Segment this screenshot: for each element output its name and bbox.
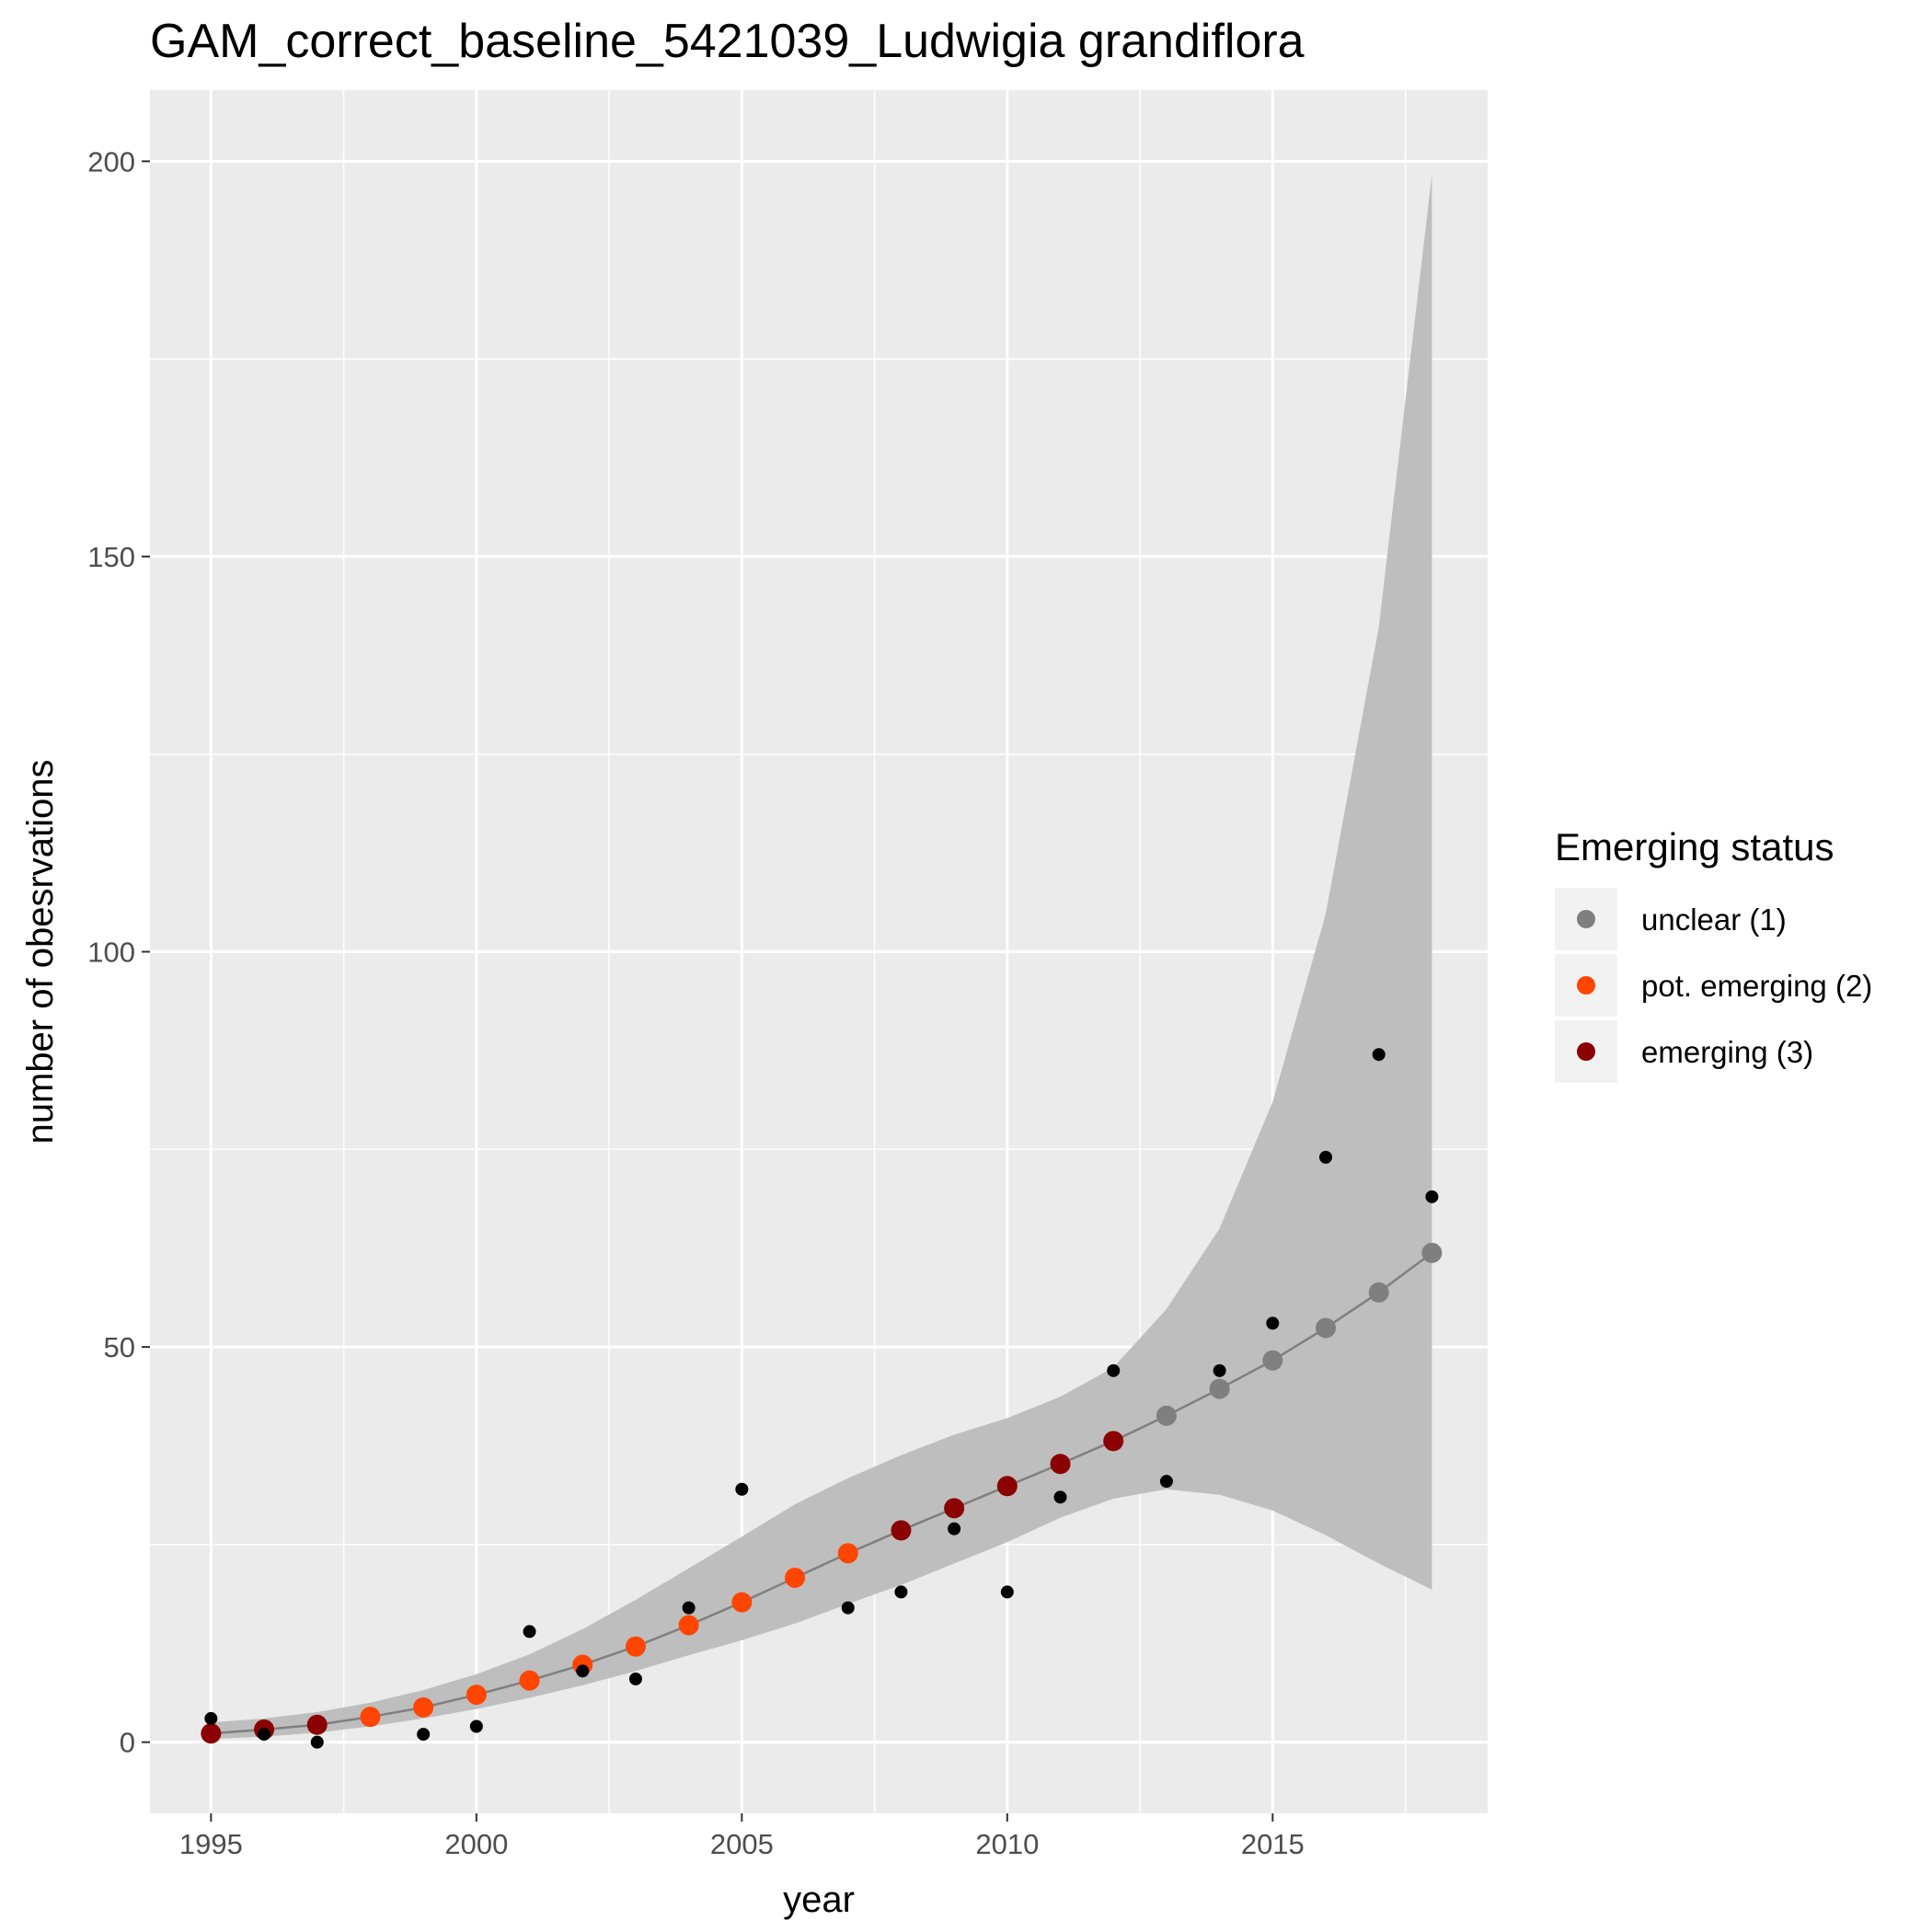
fit-point bbox=[944, 1498, 965, 1519]
fit-point bbox=[1316, 1317, 1337, 1339]
observed-point bbox=[1213, 1363, 1226, 1377]
observed-point bbox=[1372, 1048, 1386, 1062]
fit-point bbox=[1368, 1282, 1389, 1303]
legend-swatch bbox=[1577, 976, 1595, 995]
observed-point bbox=[310, 1735, 324, 1749]
fit-point bbox=[996, 1476, 1018, 1497]
y-tick-label: 150 bbox=[87, 541, 135, 573]
observed-point bbox=[841, 1601, 855, 1615]
y-tick-label: 50 bbox=[104, 1331, 135, 1363]
fit-point bbox=[413, 1696, 434, 1718]
fit-point bbox=[1421, 1242, 1443, 1263]
observed-point bbox=[258, 1728, 271, 1742]
grid-lines bbox=[150, 90, 1488, 1813]
fit-point bbox=[306, 1714, 328, 1735]
observed-point bbox=[417, 1728, 431, 1742]
observed-point bbox=[1266, 1317, 1280, 1330]
legend-title: Emerging status bbox=[1555, 825, 1834, 868]
x-tick-label: 2005 bbox=[710, 1828, 774, 1860]
fit-point bbox=[1209, 1378, 1230, 1399]
y-tick-label: 200 bbox=[87, 145, 135, 178]
fit-point bbox=[1103, 1431, 1124, 1452]
legend: Emerging status unclear (1) pot. emerging… bbox=[1555, 825, 1872, 1083]
fit-point bbox=[731, 1592, 753, 1613]
observed-point bbox=[948, 1522, 961, 1535]
observed-point bbox=[894, 1585, 908, 1599]
chart-title: GAM_correct_baseline_5421039_Ludwigia gr… bbox=[150, 15, 1305, 68]
observed-point bbox=[469, 1719, 483, 1733]
fit-point bbox=[625, 1636, 646, 1657]
fit-point bbox=[1262, 1350, 1283, 1371]
fit-point bbox=[466, 1685, 487, 1706]
observed-point bbox=[1319, 1150, 1333, 1164]
legend-label: unclear (1) bbox=[1641, 903, 1787, 937]
fit-point bbox=[201, 1723, 222, 1744]
x-tick-label: 2015 bbox=[1241, 1828, 1305, 1860]
x-tick-label: 2010 bbox=[975, 1828, 1039, 1860]
legend-label: pot. emerging (2) bbox=[1641, 969, 1872, 1003]
observed-point bbox=[1159, 1475, 1173, 1489]
x-tick-label: 2000 bbox=[444, 1828, 508, 1860]
observed-point bbox=[682, 1601, 696, 1615]
fit-point bbox=[1156, 1405, 1177, 1426]
observed-point bbox=[523, 1625, 536, 1639]
observed-point bbox=[576, 1664, 590, 1678]
y-axis-title: number of obesrvations bbox=[20, 759, 61, 1144]
fit-point bbox=[785, 1567, 806, 1588]
fit-point bbox=[837, 1543, 858, 1564]
fit-point bbox=[360, 1707, 381, 1728]
fit-point bbox=[891, 1520, 912, 1541]
y-tick-label: 0 bbox=[120, 1727, 135, 1759]
observed-point bbox=[204, 1711, 218, 1725]
observed-point bbox=[628, 1672, 642, 1685]
x-axis: 1995 2000 2005 2010 2015 bbox=[179, 1813, 1305, 1860]
observed-point bbox=[1000, 1585, 1014, 1599]
fit-point bbox=[678, 1615, 699, 1636]
y-tick-label: 100 bbox=[87, 937, 135, 969]
fit-points bbox=[201, 1242, 1443, 1744]
x-axis-title: year bbox=[783, 1880, 855, 1920]
legend-swatch bbox=[1577, 1042, 1595, 1061]
fit-point bbox=[519, 1670, 540, 1691]
observed-points bbox=[204, 1048, 1439, 1749]
fit-point bbox=[1050, 1454, 1071, 1475]
y-axis: 0 50 100 150 200 bbox=[87, 145, 150, 1759]
x-tick-label: 1995 bbox=[179, 1828, 243, 1860]
legend-label: emerging (3) bbox=[1641, 1035, 1813, 1069]
legend-swatch bbox=[1577, 910, 1595, 928]
observed-point bbox=[735, 1482, 749, 1496]
observed-point bbox=[1053, 1490, 1067, 1504]
observed-point bbox=[1425, 1190, 1439, 1203]
observed-point bbox=[1107, 1363, 1121, 1377]
